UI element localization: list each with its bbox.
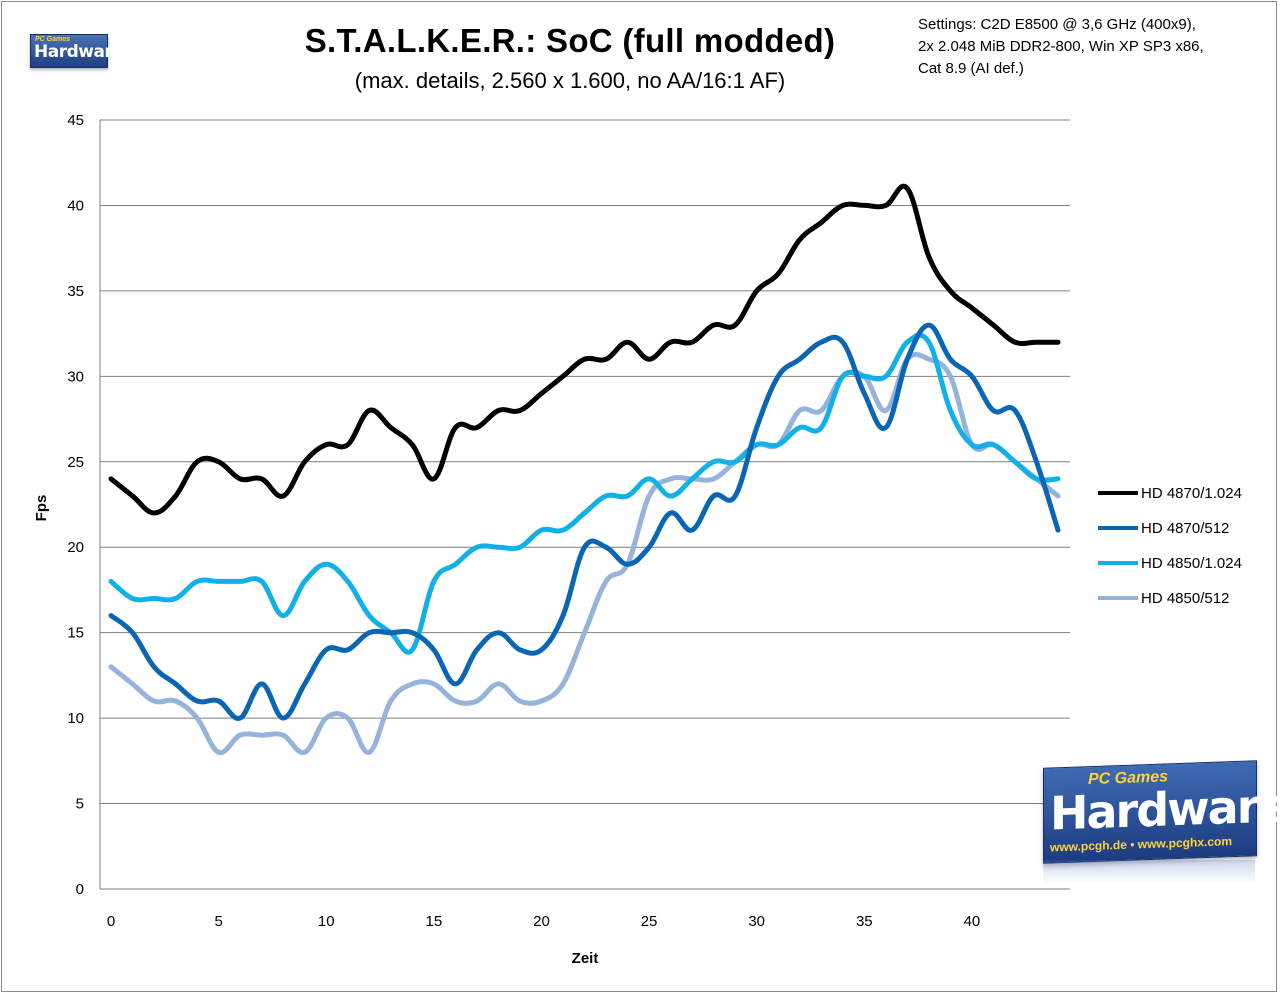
y-tick-label: 40 [67,197,84,214]
axes [99,120,1070,890]
x-tick-label: 5 [214,913,222,930]
x-tick-label: 40 [964,913,981,930]
y-tick-label: 5 [76,796,84,813]
y-tick-label: 25 [67,454,84,471]
y-tick-label: 35 [67,283,84,300]
chart-title: S.T.A.L.K.E.R.: SoC (full modded) [304,22,836,59]
y-tick-label: 15 [67,625,84,642]
pcgh-logo-large: PC Games Hardware www.pcgh.de • www.pcgh… [1043,760,1280,864]
x-tick-label: 0 [107,913,115,930]
settings-line-1: Settings: C2D E8500 @ 3,6 GHz (400x9), [918,16,1196,33]
logo-reflection [1043,860,1255,884]
y-tick-label: 30 [67,368,84,385]
x-tick-label: 35 [856,913,873,930]
x-tick-labels: 0 5 10 15 20 25 30 35 40 [107,913,980,930]
legend: HD 4870/1.024 HD 4870/512 HD 4850/1.024 HD … [1098,485,1242,607]
settings-line-2: 2x 2.048 MiB DDR2-800, Win XP SP3 x86, [918,38,1204,55]
legend-label: HD 4870/1.024 [1141,485,1242,502]
y-tick-labels: 0 5 10 15 20 25 30 35 40 45 [67,112,84,898]
y-tick-label: 10 [67,710,84,727]
grid-lines [100,119,1070,805]
y-axis-title: Fps [33,495,50,522]
settings-note: Settings: C2D E8500 @ 3,6 GHz (400x9), 2… [918,14,1268,80]
x-tick-label: 30 [748,913,765,930]
pcgh-logo-small: PC Games Hardware [30,34,124,68]
x-tick-label: 20 [533,913,550,930]
x-tick-label: 25 [641,913,658,930]
x-tick-label: 15 [425,913,442,930]
y-tick-label: 20 [67,539,84,556]
logo-small-main-text: Hardware [34,42,124,62]
series-line-2 [108,322,1061,721]
chart-subtitle: (max. details, 2.560 x 1.600, no AA/16:1… [354,68,786,93]
legend-label: HD 4850/512 [1141,590,1229,607]
legend-label: HD 4850/1.024 [1141,555,1242,572]
settings-line-3: Cat 8.9 (AI def.) [918,60,1024,77]
series-line-3 [108,332,1061,655]
series-lines [108,183,1061,756]
x-tick-label: 10 [318,913,335,930]
x-axis-title: Zeit [572,950,599,967]
legend-label: HD 4870/512 [1141,520,1229,537]
series-line-1 [108,183,1061,516]
y-tick-label: 45 [67,112,84,129]
logo-large-main-text: Hardware [1050,778,1280,841]
y-tick-label: 0 [76,881,84,898]
logo-small-top-text: PC Games [35,36,71,43]
